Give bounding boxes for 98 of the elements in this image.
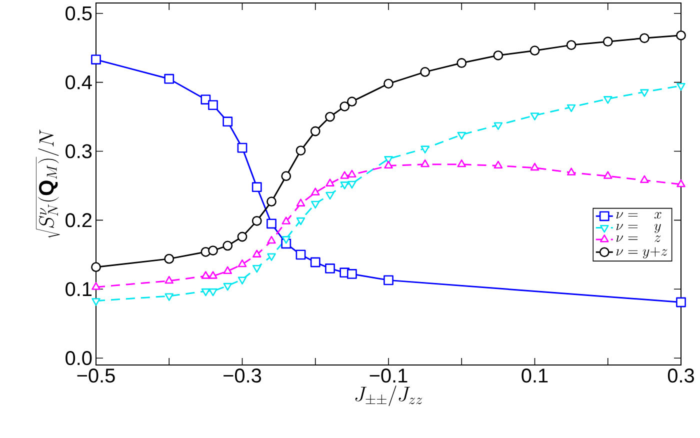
point: [223, 282, 232, 291]
point: [311, 188, 320, 196]
point: [346, 96, 357, 107]
point: [640, 175, 649, 184]
point: [252, 250, 262, 258]
point: [281, 171, 292, 182]
point: [566, 40, 576, 50]
point: [252, 216, 262, 226]
point: [208, 246, 218, 256]
point: [676, 179, 686, 188]
x-tick-label: −0.1: [370, 368, 408, 383]
point: [346, 269, 357, 279]
point: [494, 160, 503, 169]
point: [296, 217, 306, 226]
point: [208, 100, 218, 110]
y-tick-label: 0.1: [66, 282, 92, 296]
point: [340, 171, 349, 179]
point: [640, 89, 649, 97]
point: [238, 276, 247, 284]
point: [164, 254, 174, 264]
point: [676, 30, 686, 40]
point: [311, 200, 320, 209]
x-axis-title: $J_{\pm\pm}/J_{zz}$: [355, 385, 422, 406]
point: [310, 126, 320, 136]
point: [200, 94, 211, 104]
point: [252, 182, 262, 192]
point: [92, 282, 100, 290]
point: [530, 46, 540, 56]
point: [201, 271, 210, 279]
point: [164, 293, 174, 301]
point: [222, 116, 233, 127]
point: [266, 218, 276, 229]
point: [282, 216, 290, 224]
legend-label: $\nu =\ \ \ y$: [616, 224, 661, 234]
point: [420, 67, 430, 77]
point: [91, 262, 101, 272]
legend-label: $\nu = y{+}z$: [616, 247, 668, 258]
point: [602, 36, 613, 47]
point: [384, 275, 394, 286]
point: [208, 271, 218, 279]
point: [252, 264, 262, 273]
x-tick-label: −0.5: [77, 368, 115, 383]
x-tick-label: −0.3: [224, 368, 262, 383]
point: [676, 297, 686, 308]
x-tick-label: 0.1: [522, 368, 548, 383]
point: [282, 236, 290, 244]
point: [456, 58, 467, 68]
point: [326, 192, 334, 200]
point: [237, 232, 248, 242]
point: [266, 196, 276, 207]
legend-label: $\nu =\ \ \ z$: [616, 235, 661, 242]
point: [325, 112, 335, 122]
point: [325, 264, 335, 274]
legend-label: $\nu =\ \ \ x$: [616, 212, 662, 219]
x-tick-label: 0.3: [668, 368, 694, 383]
point: [348, 180, 356, 189]
point: [296, 146, 306, 156]
point: [92, 298, 100, 306]
point: [384, 78, 394, 89]
point: [676, 82, 686, 91]
y-tick-label: 0.2: [66, 213, 92, 228]
point: [222, 240, 233, 251]
point: [530, 162, 540, 171]
point: [208, 288, 218, 296]
point: [201, 288, 210, 296]
point: [530, 112, 540, 120]
point: [296, 250, 306, 260]
point: [267, 236, 276, 244]
point: [457, 159, 466, 168]
point: [420, 159, 430, 168]
point: [340, 182, 349, 190]
point: [493, 50, 504, 60]
y-tick-label: 0.0: [66, 351, 92, 366]
point: [223, 266, 232, 274]
point: [164, 74, 174, 84]
point: [604, 96, 612, 104]
y-axis-title: $\sqrt{S_N^{\nu}(\mathbf{Q}_M)}/N$: [36, 130, 60, 238]
point: [237, 142, 248, 153]
y-tick-label: 0.5: [66, 6, 92, 20]
point: [494, 122, 503, 130]
point: [164, 276, 174, 284]
point: [296, 198, 306, 206]
y-tick-label: 0.3: [66, 144, 92, 158]
point: [639, 33, 650, 44]
y-tick-label: 0.4: [66, 75, 92, 90]
point: [310, 257, 320, 268]
point: [238, 259, 247, 268]
point: [340, 101, 350, 112]
point: [267, 253, 276, 262]
point: [566, 168, 576, 176]
point: [457, 132, 466, 140]
point: [326, 178, 334, 186]
point: [384, 160, 393, 169]
point: [91, 54, 101, 64]
point: [348, 170, 356, 178]
point: [604, 171, 612, 179]
point: [566, 104, 576, 112]
point: [420, 146, 430, 154]
